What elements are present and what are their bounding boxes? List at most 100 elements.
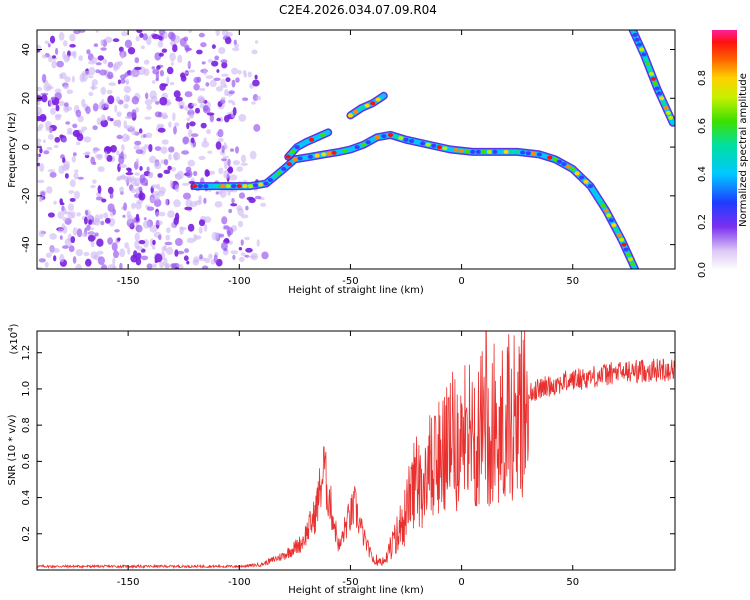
ridge-blob <box>650 76 657 81</box>
noise-speck <box>85 258 92 267</box>
noise-speck <box>92 161 97 165</box>
noise-speck <box>74 169 79 173</box>
noise-speck <box>183 255 189 261</box>
ridge-blob <box>331 150 337 155</box>
noise-speck <box>173 199 181 208</box>
ridge-blob <box>574 171 580 176</box>
noise-speck <box>230 250 239 255</box>
ridge-blob <box>556 159 563 164</box>
noise-speck <box>102 58 108 65</box>
noise-speck <box>156 65 161 70</box>
noise-speck <box>142 220 151 229</box>
noise-speck <box>190 137 195 144</box>
noise-speck <box>240 154 247 163</box>
snr-y-label: SNR (10 * v/v) <box>7 414 18 485</box>
noise-speck <box>44 261 49 268</box>
noise-speck <box>81 98 86 108</box>
ridge-blob <box>509 149 515 154</box>
snr-scale-label: (x104) <box>7 323 20 354</box>
ridge-blob <box>203 184 209 189</box>
noise-speck <box>46 85 54 90</box>
noise-speck <box>41 54 47 59</box>
noise-speck <box>225 77 231 83</box>
noise-speck <box>156 183 161 190</box>
figure-title: C2E4.2026.034.07.09.R04 <box>279 3 437 17</box>
noise-speck <box>88 66 96 76</box>
noise-speck <box>204 257 211 264</box>
noise-speck <box>63 160 70 170</box>
ridge-blob <box>286 162 292 167</box>
noise-speck <box>119 262 123 269</box>
noise-speck <box>157 40 164 48</box>
ridge-blob <box>298 142 305 147</box>
noise-speck <box>223 160 228 170</box>
noise-speck <box>207 150 213 154</box>
noise-speck <box>223 225 230 230</box>
ridge-blob <box>652 81 658 86</box>
noise-speck <box>188 30 193 33</box>
ridge-blob <box>308 137 315 142</box>
noise-speck <box>84 209 89 216</box>
noise-speck <box>149 90 157 100</box>
noise-speck <box>115 96 121 104</box>
noise-speck <box>216 117 221 122</box>
ridge-blob <box>611 223 617 228</box>
noise-speck <box>104 101 110 108</box>
noise-speck <box>215 141 222 150</box>
noise-speck <box>127 168 132 173</box>
ridge-blob <box>647 67 653 71</box>
noise-speck <box>178 100 185 108</box>
noise-speck <box>254 40 259 44</box>
noise-speck <box>166 227 171 234</box>
noise-speck <box>62 217 68 222</box>
ridge-blob <box>630 262 636 267</box>
noise-speck <box>184 248 190 253</box>
noise-speck <box>168 153 172 161</box>
noise-speck <box>229 148 235 152</box>
noise-speck <box>135 158 140 165</box>
ridge-blob <box>627 257 634 262</box>
ridge-blob <box>583 179 589 184</box>
noise-speck <box>134 232 140 242</box>
snr-series-line <box>37 331 675 570</box>
noise-speck <box>90 184 96 189</box>
noise-speck <box>57 211 64 219</box>
spectrogram-noise <box>37 30 269 269</box>
noise-speck <box>237 220 244 228</box>
noise-speck <box>50 107 56 115</box>
noise-speck <box>54 113 63 118</box>
ridge-blob <box>370 101 376 106</box>
noise-speck <box>126 210 131 218</box>
noise-speck <box>174 122 180 127</box>
noise-speck <box>40 92 49 96</box>
ridge-blob <box>481 149 487 154</box>
x-tick-label: 0 <box>458 577 464 588</box>
noise-speck <box>143 59 150 65</box>
noise-speck <box>136 30 143 34</box>
noise-speck <box>52 55 56 59</box>
noise-speck <box>155 71 159 81</box>
noise-speck <box>205 82 210 87</box>
spectrogram-y-ticks: -40 -20 0 20 40 <box>21 43 675 253</box>
noise-speck <box>41 94 48 103</box>
noise-speck <box>46 186 53 194</box>
snr-plot-area <box>37 331 675 570</box>
noise-speck <box>39 113 47 122</box>
ridge-blob <box>192 184 198 189</box>
noise-speck <box>193 83 200 91</box>
noise-speck <box>37 49 41 53</box>
noise-speck <box>227 99 234 104</box>
noise-speck <box>95 30 99 33</box>
noise-speck <box>220 59 228 64</box>
noise-speck <box>223 170 230 179</box>
ridge-blob <box>263 181 269 186</box>
y-tick-label: 1.2 <box>21 345 32 361</box>
noise-speck <box>49 246 55 254</box>
ridge-blob <box>616 232 622 237</box>
noise-speck <box>155 220 163 226</box>
noise-speck <box>215 30 221 37</box>
noise-speck <box>96 250 104 255</box>
ridge-blob <box>208 184 215 189</box>
noise-speck <box>72 227 78 236</box>
